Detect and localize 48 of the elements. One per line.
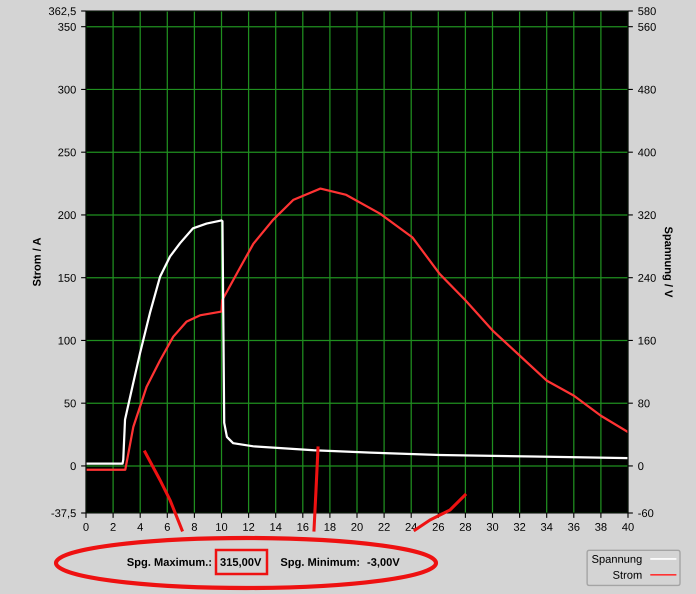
x-tick-label: 14: [270, 523, 282, 531]
x-tick-label: 12: [243, 523, 254, 531]
y2-tick-label: 160: [638, 336, 656, 345]
y2-axis-title: Spannung / V: [662, 226, 673, 298]
x-tick-label: 10: [216, 523, 228, 531]
x-tick-label: 36: [568, 523, 580, 531]
x-tick-label: 20: [351, 523, 363, 531]
y-tick-label: 100: [58, 336, 76, 345]
x-tick-label: 8: [192, 523, 198, 531]
text: 315,00V: [220, 558, 262, 568]
x-tick-label: 32: [514, 523, 526, 531]
y-tick-label: 250: [58, 148, 76, 156]
legend-label: Spannung: [592, 555, 642, 566]
text: -3,00V: [367, 558, 400, 568]
text: Spg. Minimum:: [280, 558, 359, 568]
x-tick-label: 4: [137, 523, 143, 531]
x-tick-label: 40: [622, 523, 634, 531]
y-tick-label: 150: [58, 274, 76, 282]
y2-tick-label: 320: [638, 211, 656, 220]
x-tick-label: 26: [432, 523, 444, 531]
x-tick-label: 28: [460, 523, 472, 531]
x-tick-label: 34: [540, 523, 553, 531]
y2-tick-label: -60: [638, 509, 654, 518]
x-tick-label: 2: [110, 523, 116, 531]
y2-tick-label: 560: [638, 22, 656, 31]
y-tick-label: -37,5: [51, 509, 76, 518]
y-tick-label: 0: [70, 462, 76, 470]
y-tick-label: 350: [58, 22, 76, 31]
y2-tick-label: 580: [638, 7, 656, 16]
y2-tick-label: 400: [638, 148, 656, 156]
y-tick-label: 362,5: [48, 7, 76, 16]
y-axis-title: Strom / A: [32, 238, 41, 286]
y2-tick-label: 80: [638, 399, 650, 408]
y-tick-label: 50: [64, 399, 76, 408]
x-tick-label: 16: [297, 523, 308, 531]
y2-tick-label: 240: [638, 274, 656, 282]
x-tick-label: 18: [324, 523, 336, 531]
legend-label: Strom: [613, 570, 642, 579]
y2-tick-label: 480: [638, 86, 656, 94]
x-tick-label: 22: [378, 523, 390, 531]
y-tick-label: 300: [58, 86, 76, 94]
x-tick-label: 6: [164, 523, 170, 531]
text: Spg. Maximum.:: [127, 558, 211, 568]
y2-tick-label: 0: [638, 462, 644, 470]
x-tick-label: 0: [83, 523, 89, 531]
x-tick-label: 30: [486, 523, 498, 531]
x-tick-label: 38: [595, 523, 607, 531]
y-tick-label: 200: [58, 211, 76, 220]
